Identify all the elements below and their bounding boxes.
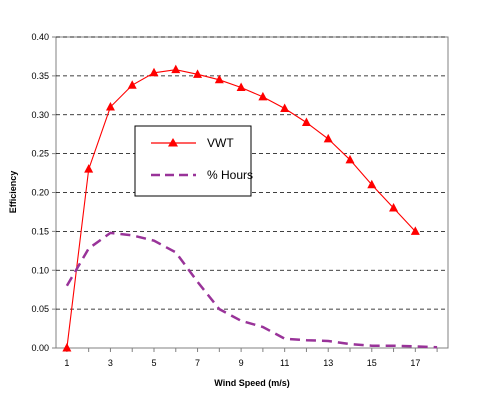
data-point bbox=[171, 64, 181, 74]
x-tick-label: 1 bbox=[64, 358, 69, 368]
x-tick-label: 13 bbox=[323, 358, 333, 368]
legend: VWT % Hours bbox=[134, 125, 253, 197]
y-tick-label: 0.15 bbox=[31, 226, 49, 236]
data-point bbox=[62, 343, 72, 352]
legend-vwt-marker bbox=[168, 138, 178, 147]
x-axis-title: Wind Speed (m/s) bbox=[214, 378, 289, 388]
y-axis-ticks: 0.00 0.05 0.10 0.15 0.20 0.25 0.30 0.35 0.40 bbox=[31, 32, 56, 353]
y-tick-label: 0.00 bbox=[31, 343, 49, 353]
data-point bbox=[127, 80, 137, 89]
y-tick-label: 0.05 bbox=[31, 304, 49, 314]
x-tick-label: 5 bbox=[151, 358, 156, 368]
x-axis-ticks: 1 3 5 7 9 11 13 15 17 bbox=[64, 348, 438, 368]
data-point bbox=[301, 117, 311, 127]
data-point bbox=[149, 67, 159, 77]
x-tick-label: 17 bbox=[410, 358, 420, 368]
gridlines bbox=[56, 36, 448, 310]
data-point bbox=[323, 133, 333, 143]
legend-hours-label: % Hours bbox=[207, 168, 253, 182]
data-point bbox=[345, 154, 355, 164]
series-line-hours bbox=[65, 231, 438, 349]
series-layer bbox=[62, 64, 438, 352]
data-point bbox=[214, 74, 224, 84]
data-point bbox=[280, 103, 290, 113]
x-tick-label: 7 bbox=[195, 358, 200, 368]
data-point bbox=[367, 179, 377, 189]
y-tick-label: 0.40 bbox=[31, 32, 49, 42]
data-point bbox=[389, 203, 399, 212]
y-tick-label: 0.30 bbox=[31, 110, 49, 120]
y-tick-label: 0.20 bbox=[31, 188, 49, 198]
y-tick-label: 0.25 bbox=[31, 149, 49, 159]
y-tick-label: 0.35 bbox=[31, 71, 49, 81]
y-axis-title: Efficiency bbox=[8, 171, 18, 214]
x-tick-label: 15 bbox=[367, 358, 377, 368]
data-point bbox=[410, 226, 420, 235]
x-tick-label: 11 bbox=[280, 358, 289, 368]
x-tick-label: 9 bbox=[239, 358, 244, 368]
data-point bbox=[193, 69, 203, 78]
legend-vwt-label: VWT bbox=[207, 136, 234, 150]
y-tick-label: 0.10 bbox=[31, 265, 49, 275]
legend-box bbox=[134, 125, 252, 197]
data-point bbox=[84, 164, 94, 173]
data-point bbox=[236, 82, 246, 92]
data-point bbox=[105, 101, 115, 111]
data-point bbox=[258, 91, 268, 101]
x-tick-label: 3 bbox=[108, 358, 113, 368]
